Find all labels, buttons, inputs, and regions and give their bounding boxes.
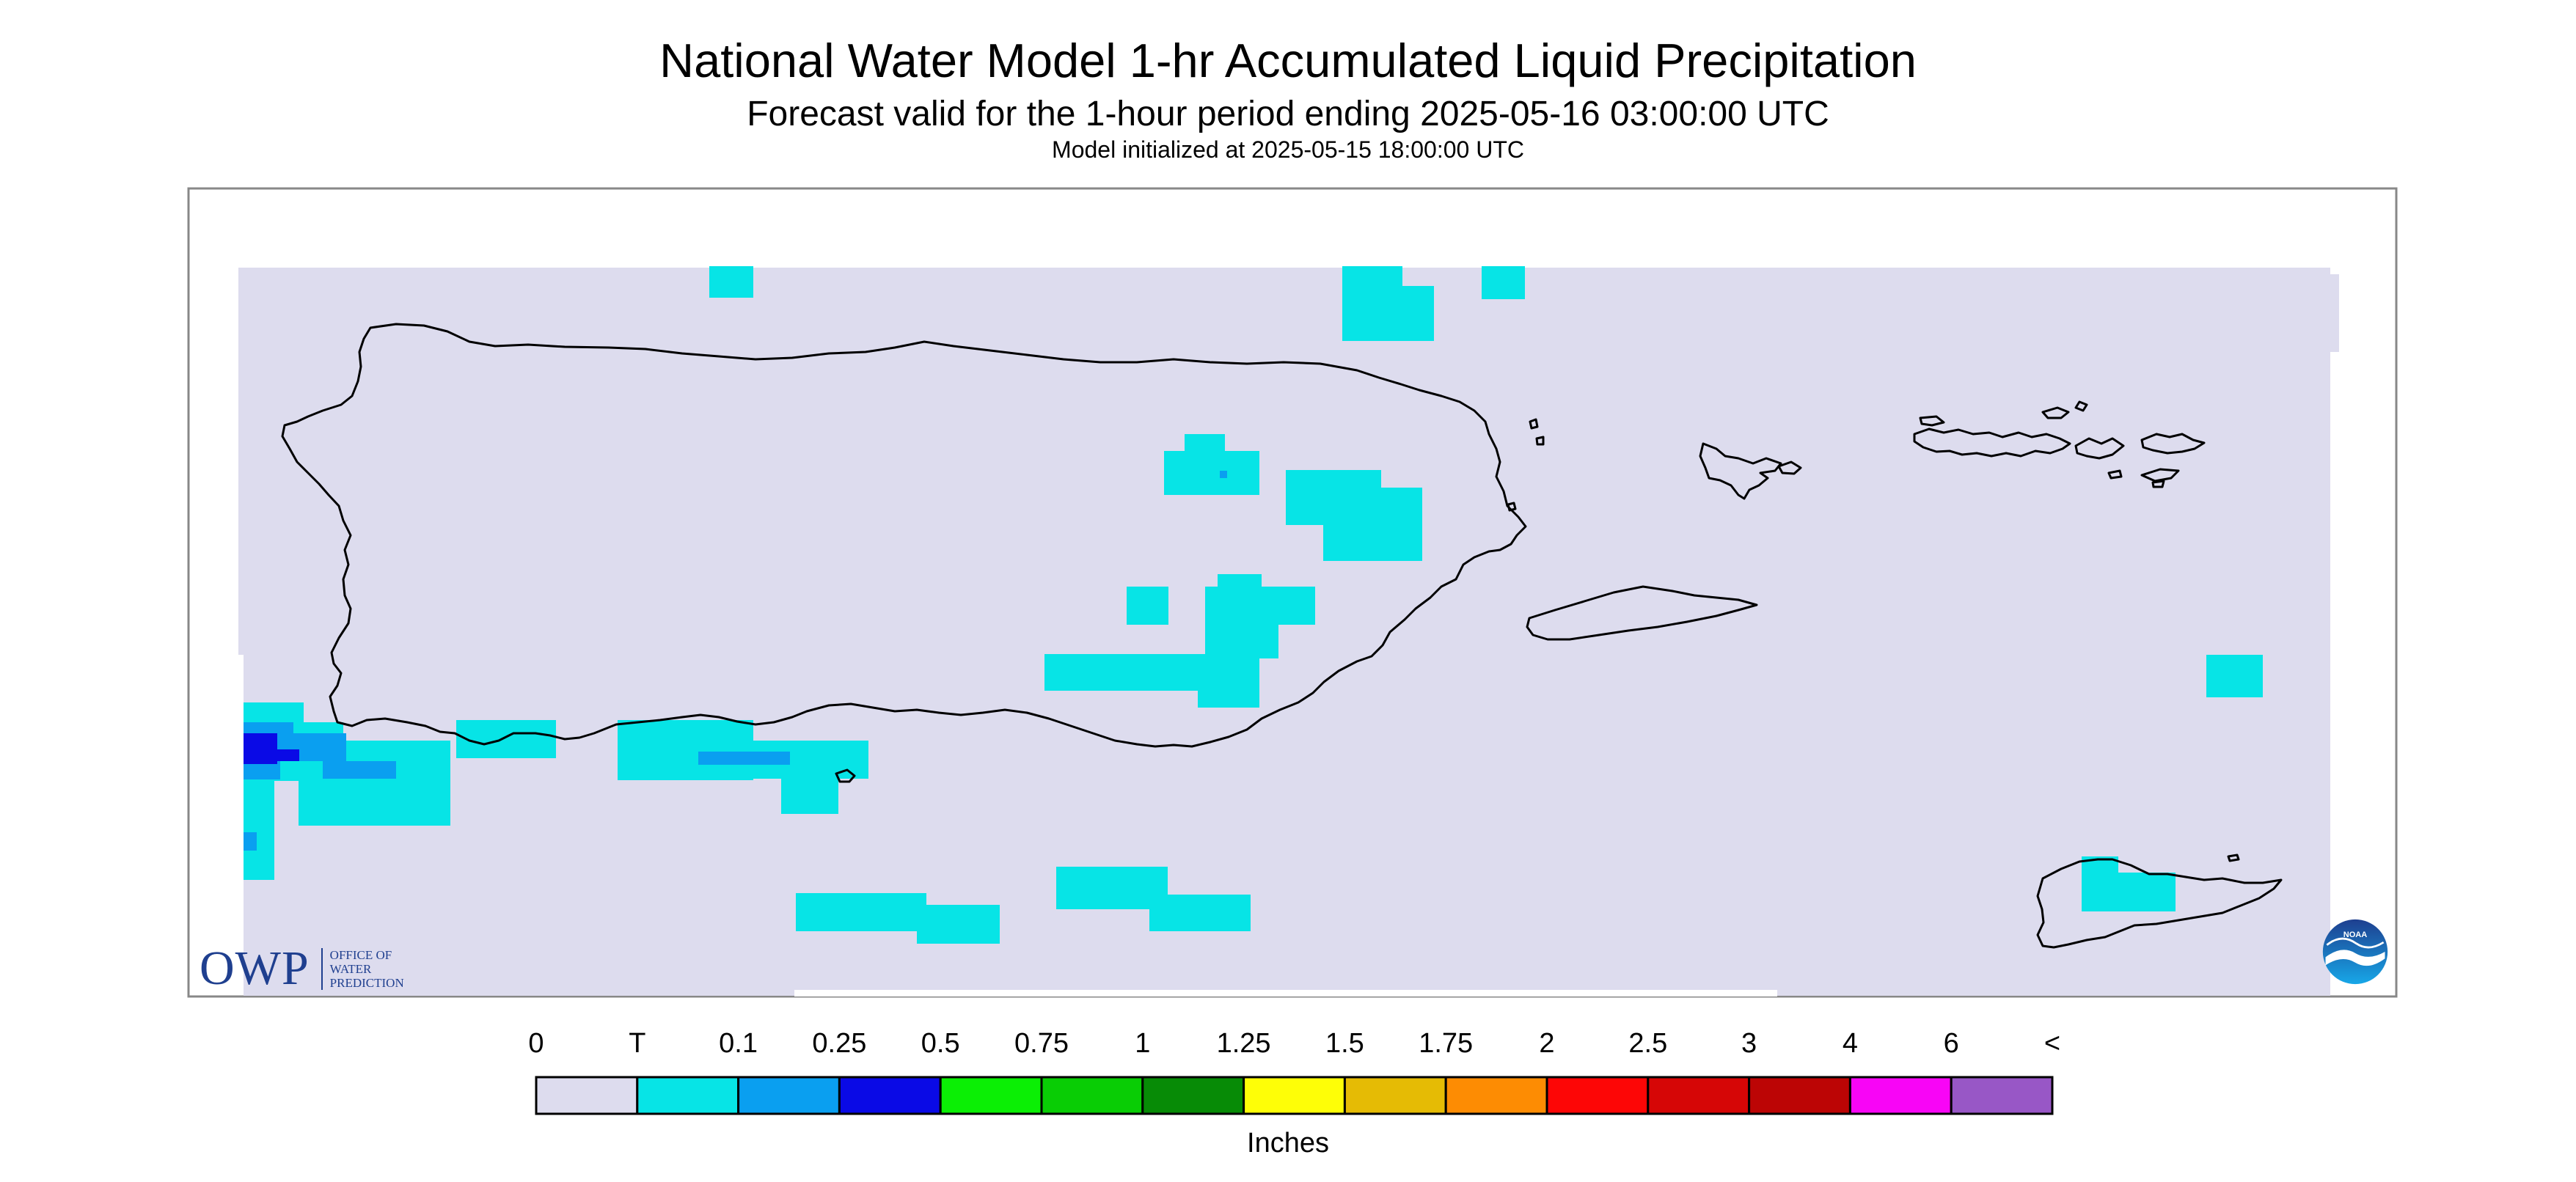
noaa-seagull-logo: NOAA bbox=[2322, 919, 2388, 985]
legend-swatch bbox=[939, 1076, 1043, 1115]
chart-title: National Water Model 1-hr Accumulated Li… bbox=[659, 34, 1917, 87]
legend-swatch bbox=[1950, 1076, 2054, 1115]
puerto-rico-outline bbox=[281, 323, 1527, 748]
legend-swatch bbox=[1040, 1076, 1144, 1115]
legend-tick-label: 4 bbox=[1842, 1028, 1858, 1059]
st-john-outline bbox=[2074, 437, 2125, 460]
legend-tick-label: < bbox=[2043, 1028, 2061, 1059]
legend-swatch bbox=[737, 1076, 841, 1115]
owp-mark: OWP bbox=[200, 941, 310, 995]
caja-de-muerto-outline bbox=[835, 768, 856, 783]
legend-tick-label: 0.75 bbox=[1014, 1028, 1069, 1059]
legend-swatch bbox=[1141, 1076, 1245, 1115]
legend-tick-label: T bbox=[629, 1028, 646, 1059]
legend-swatch bbox=[1243, 1076, 1346, 1115]
legend-tick-label: 0.5 bbox=[921, 1028, 960, 1059]
legend-tick-label: 2 bbox=[1539, 1028, 1555, 1059]
fajardo-cays bbox=[1507, 418, 1545, 512]
legend-swatch bbox=[535, 1076, 639, 1115]
legend-swatch bbox=[636, 1076, 740, 1115]
legend-unit-label: Inches bbox=[1247, 1128, 1329, 1159]
legend-tick-label: 0 bbox=[528, 1028, 544, 1059]
st-croix-outline bbox=[2036, 858, 2283, 949]
legend-swatch bbox=[1848, 1076, 1953, 1115]
legend-swatch bbox=[838, 1076, 942, 1115]
model-domain bbox=[238, 268, 2339, 996]
anegada-outline bbox=[2140, 468, 2180, 482]
legend-tick-label: 1.5 bbox=[1325, 1028, 1364, 1059]
legend-tick-label: 0.1 bbox=[719, 1028, 758, 1059]
model-init-line: Model initialized at 2025-05-15 18:00:00… bbox=[1052, 136, 1524, 163]
domain-gap bbox=[794, 990, 1777, 996]
legend-tick-label: 6 bbox=[1943, 1028, 1959, 1059]
legend-swatch bbox=[1343, 1076, 1447, 1115]
culebra-islet bbox=[1777, 460, 1802, 475]
chart-subtitle: Forecast valid for the 1-hour period end… bbox=[747, 95, 1829, 133]
legend-swatch bbox=[1444, 1076, 1548, 1115]
legend-swatch bbox=[1748, 1076, 1851, 1115]
buck-island bbox=[2227, 854, 2240, 862]
legend-swatch bbox=[1545, 1076, 1650, 1115]
legend-tick-label: 2.5 bbox=[1628, 1028, 1668, 1059]
precip-moderate-cells bbox=[244, 733, 299, 764]
legend-tick-label: 1.75 bbox=[1419, 1028, 1474, 1059]
svg-text:NOAA: NOAA bbox=[2343, 930, 2368, 939]
culebra-outline bbox=[1699, 442, 1782, 500]
legend-tick-label: 1 bbox=[1135, 1028, 1151, 1059]
tortola-outline bbox=[1919, 400, 2088, 427]
legend-color-bar bbox=[535, 1076, 2054, 1115]
legend-tick-label: 1.25 bbox=[1216, 1028, 1271, 1059]
owp-wordmark: OFFICE OF WATER PREDICTION bbox=[321, 947, 404, 990]
vieques-outline bbox=[1526, 585, 1758, 641]
coastlines bbox=[281, 323, 2283, 949]
virgin-gorda-outline bbox=[2107, 433, 2206, 488]
legend-tick-label: 0.25 bbox=[812, 1028, 867, 1059]
owp-logo: OWP OFFICE OF WATER PREDICTION bbox=[200, 941, 404, 996]
legend-tick-label: 3 bbox=[1741, 1028, 1757, 1059]
st-thomas-outline bbox=[1913, 427, 2071, 458]
legend-swatch bbox=[1647, 1076, 1751, 1115]
